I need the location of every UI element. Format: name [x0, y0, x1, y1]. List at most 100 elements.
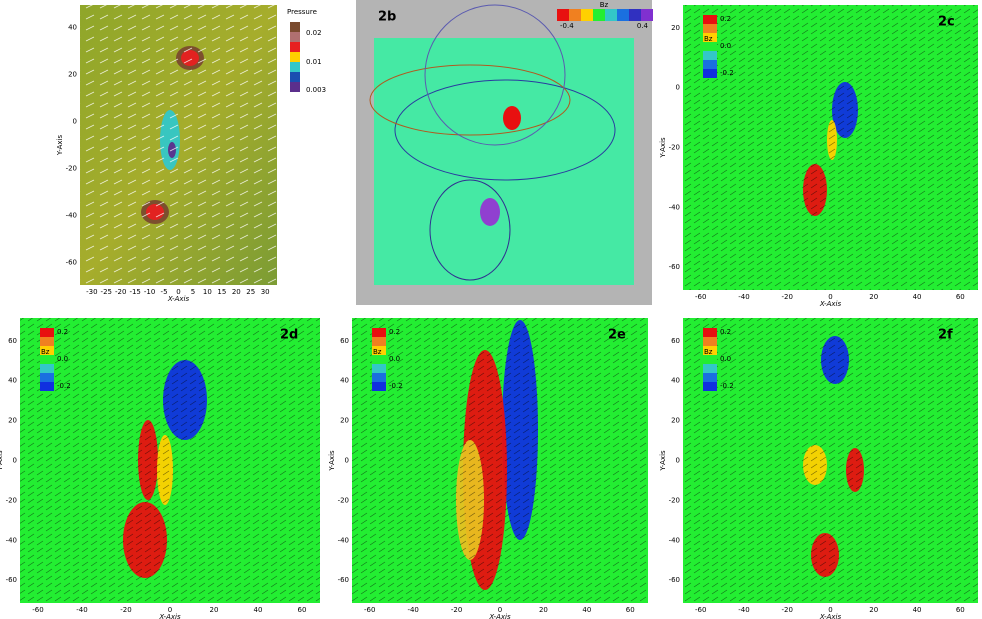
- x-tick-label: 40: [913, 606, 922, 614]
- legend-swatch: [372, 328, 386, 337]
- legend-swatch: [372, 382, 386, 391]
- y-tick-label: -20: [669, 144, 680, 152]
- legend-label: 0.4: [637, 22, 649, 30]
- vector-field: [80, 5, 277, 285]
- legend-label: 0.02: [306, 29, 322, 37]
- y-axis-title: Y-Axis: [659, 450, 667, 472]
- legend-label: -0.2: [57, 382, 71, 390]
- legend-swatch: [40, 373, 54, 382]
- y-tick-label: 0: [676, 84, 680, 92]
- panel-label: 2c: [938, 15, 955, 30]
- legend-swatch: [581, 9, 593, 21]
- legend-label: 0.2: [720, 15, 731, 23]
- x-tick-label: -40: [76, 606, 87, 614]
- x-tick-label: 15: [217, 288, 226, 296]
- legend-swatch: [703, 382, 717, 391]
- y-tick-label: -60: [669, 576, 680, 584]
- x-tick-label: 60: [956, 606, 965, 614]
- x-tick-label: -5: [161, 288, 168, 296]
- x-tick-label: 0: [498, 606, 502, 614]
- x-tick-label: -15: [129, 288, 140, 296]
- panel-label: 2f: [938, 328, 953, 343]
- y-axis-title: Y-Axis: [0, 450, 4, 472]
- legend-swatch: [703, 33, 717, 42]
- legend-swatch: [372, 364, 386, 373]
- y-tick-label: 20: [671, 417, 680, 425]
- x-tick-label: 0: [168, 606, 172, 614]
- legend-label: 0.0: [720, 42, 731, 50]
- x-tick-label: 40: [913, 293, 922, 301]
- legend-swatch: [290, 42, 300, 52]
- x-tick-label: -60: [364, 606, 375, 614]
- y-tick-label: -60: [6, 576, 17, 584]
- y-tick-label: -40: [66, 212, 77, 220]
- x-tick-label: 0: [828, 606, 832, 614]
- x-axis-title: X-Axis: [167, 295, 190, 303]
- y-axis-title: Y-Axis: [328, 450, 336, 472]
- legend-swatch: [629, 9, 641, 21]
- x-tick-label: 5: [191, 288, 195, 296]
- vector-field: [683, 318, 978, 603]
- y-tick-label: 0: [13, 457, 17, 465]
- legend-swatch: [40, 382, 54, 391]
- legend-title: Bz: [600, 1, 609, 9]
- field-line: [369, 64, 571, 136]
- legend-swatch: [290, 82, 300, 92]
- y-tick-label: 0: [345, 457, 349, 465]
- x-tick-label: 20: [210, 606, 219, 614]
- x-tick-label: -40: [407, 606, 418, 614]
- legend-swatch: [605, 9, 617, 21]
- field-line: [394, 79, 616, 181]
- y-tick-label: 20: [68, 70, 77, 78]
- x-tick-label: 20: [869, 293, 878, 301]
- legend-swatch: [569, 9, 581, 21]
- x-tick-label: -60: [695, 606, 706, 614]
- legend-swatch: [372, 373, 386, 382]
- x-tick-label: -20: [782, 606, 793, 614]
- legend-title: Pressure: [287, 8, 317, 16]
- legend-swatch: [703, 60, 717, 69]
- x-tick-label: 0: [828, 293, 832, 301]
- y-tick-label: 40: [340, 377, 349, 385]
- legend-swatch: [290, 62, 300, 72]
- legend-title: Bz: [704, 35, 713, 43]
- legend-title: Bz: [41, 348, 50, 356]
- legend-swatch: [290, 22, 300, 32]
- legend-swatch: [290, 72, 300, 82]
- x-tick-label: 60: [298, 606, 307, 614]
- x-tick-label: -30: [86, 288, 97, 296]
- x-tick-label: 60: [956, 293, 965, 301]
- y-tick-label: -60: [66, 259, 77, 267]
- y-tick-label: -20: [6, 496, 17, 504]
- legend-swatch: [703, 346, 717, 355]
- legend-swatch: [703, 24, 717, 33]
- x-tick-label: 40: [254, 606, 263, 614]
- y-tick-label: 0: [73, 117, 77, 125]
- y-tick-label: 60: [340, 337, 349, 345]
- y-tick-label: -40: [669, 536, 680, 544]
- x-tick-label: -60: [695, 293, 706, 301]
- legend-swatch: [40, 328, 54, 337]
- y-tick-label: 40: [671, 377, 680, 385]
- legend-title: Bz: [704, 348, 713, 356]
- panel-label: 2d: [280, 328, 298, 343]
- x-tick-label: -40: [738, 606, 749, 614]
- y-tick-label: 60: [671, 337, 680, 345]
- legend-label: -0.2: [720, 382, 734, 390]
- x-axis-title: X-Axis: [819, 613, 842, 619]
- x-tick-label: -60: [32, 606, 43, 614]
- x-axis-title: X-Axis: [819, 300, 842, 308]
- legend-swatch: [703, 337, 717, 346]
- x-tick-label: 40: [582, 606, 591, 614]
- legend-label: -0.4: [560, 22, 574, 30]
- legend-swatch: [40, 346, 54, 355]
- x-tick-label: 0: [176, 288, 180, 296]
- vector-field: [20, 318, 320, 603]
- y-tick-label: -20: [669, 496, 680, 504]
- legend-swatch: [703, 69, 717, 78]
- legend-title: Bz: [373, 348, 382, 356]
- legend-swatch: [40, 364, 54, 373]
- legend-swatch: [290, 32, 300, 42]
- x-tick-label: 20: [539, 606, 548, 614]
